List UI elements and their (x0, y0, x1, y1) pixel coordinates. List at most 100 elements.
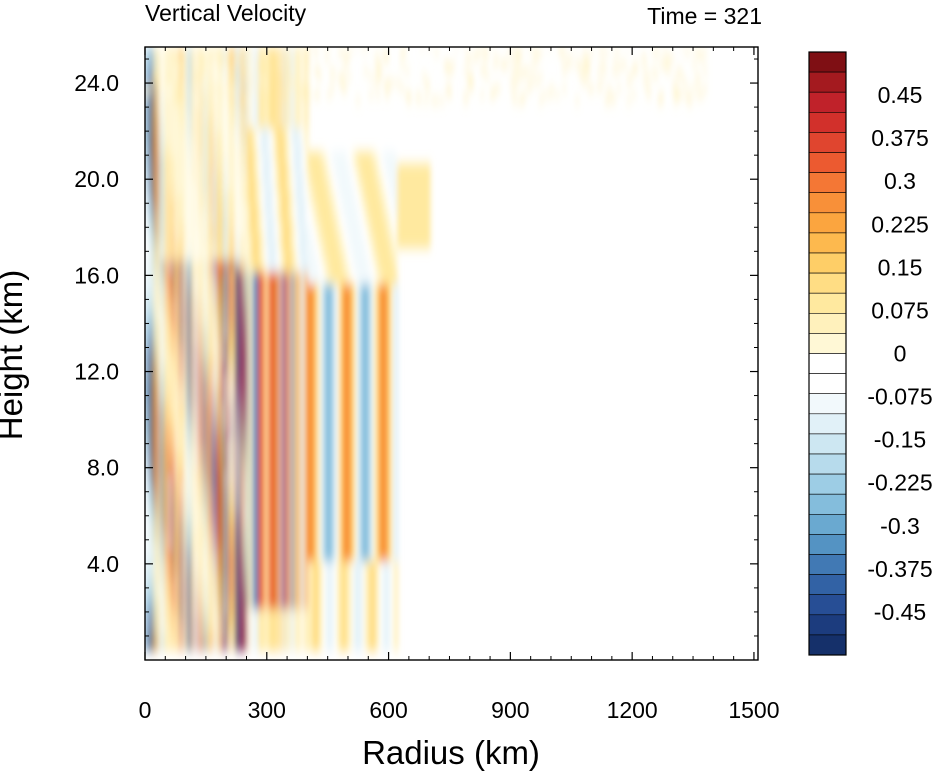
field-cell (234, 440, 237, 465)
field-cell (148, 199, 152, 213)
field-cell (252, 127, 256, 147)
field-cell (236, 524, 239, 531)
field-cell (574, 47, 577, 50)
field-cell (349, 283, 352, 561)
field-cell (198, 97, 201, 105)
field-cell (247, 175, 250, 207)
field-cell (324, 47, 327, 50)
field-cell (214, 440, 217, 453)
field-cell (179, 349, 183, 357)
field-cell (282, 127, 285, 141)
field-cell (408, 163, 411, 249)
field-cell (156, 566, 159, 597)
field-cell (435, 97, 438, 105)
field-cell (219, 67, 223, 135)
field-cell (517, 67, 521, 74)
field-cell (210, 115, 214, 135)
field-cell (269, 61, 272, 74)
field-cell (187, 434, 190, 447)
field-cell (398, 163, 402, 249)
field-cell (356, 560, 360, 651)
field-cell (230, 590, 234, 597)
field-cell (585, 55, 588, 68)
field-cell (210, 632, 214, 645)
field-cell (166, 584, 170, 597)
field-cell (177, 452, 181, 471)
field-cell (159, 446, 162, 477)
field-cell (373, 283, 376, 561)
field-cell (576, 61, 579, 68)
field-cell (378, 61, 382, 68)
field-cell (148, 584, 152, 591)
field-cell (172, 464, 175, 477)
field-cell (166, 524, 170, 537)
field-cell (667, 55, 670, 62)
field-cell (230, 614, 234, 621)
field-cell (203, 301, 206, 327)
field-cell (199, 325, 203, 345)
field-cell (172, 337, 175, 351)
field-cell (305, 223, 309, 261)
field-cell (154, 49, 157, 62)
field-cell (148, 253, 152, 261)
field-cell (230, 440, 234, 459)
field-cell (150, 349, 153, 357)
field-cell (243, 343, 246, 387)
field-cell (216, 61, 219, 99)
field-cell (212, 428, 215, 453)
field-cell (230, 349, 234, 357)
field-cell (272, 608, 276, 651)
field-cell (176, 337, 179, 381)
field-cell (652, 49, 656, 56)
field-cell (198, 476, 201, 489)
field-cell (300, 271, 303, 609)
field-cell (198, 79, 201, 87)
field-cell (156, 289, 159, 321)
field-cell (148, 476, 152, 483)
field-cell (145, 434, 148, 447)
field-cell (150, 524, 153, 543)
field-cell (378, 277, 382, 285)
field-cell (227, 373, 230, 453)
field-cell (309, 47, 312, 50)
field-cell (318, 73, 321, 80)
field-cell (483, 67, 486, 74)
field-cell (230, 524, 234, 531)
field-cell (322, 157, 325, 171)
field-cell (388, 229, 391, 243)
field-cell (194, 404, 197, 429)
field-cell (181, 386, 184, 405)
field-cell (170, 410, 173, 429)
field-cell (539, 73, 542, 80)
field-cell (205, 379, 208, 393)
field-cell (183, 482, 186, 501)
field-cell (210, 410, 214, 417)
field-cell (156, 265, 159, 291)
field-cell (218, 61, 221, 68)
field-cell (252, 79, 256, 129)
field-cell (400, 163, 404, 249)
field-cell (360, 187, 363, 207)
field-cell (377, 560, 380, 651)
field-cell (362, 151, 365, 183)
field-cell (179, 367, 183, 375)
field-cell (285, 61, 289, 129)
field-cell (342, 253, 345, 273)
field-cell (154, 560, 157, 579)
field-cell (236, 259, 239, 267)
field-cell (161, 121, 164, 141)
field-cell (269, 151, 272, 189)
field-cell (161, 157, 164, 237)
field-cell (296, 47, 299, 129)
field-cell (563, 85, 566, 93)
field-cell (260, 211, 263, 231)
field-cell (146, 85, 150, 93)
field-cell (218, 337, 221, 387)
field-cell (515, 49, 519, 62)
field-cell (148, 349, 152, 357)
field-cell (198, 259, 201, 285)
field-cell (216, 554, 219, 567)
field-cell (203, 205, 206, 249)
field-cell (225, 229, 228, 261)
field-cell (221, 404, 225, 429)
